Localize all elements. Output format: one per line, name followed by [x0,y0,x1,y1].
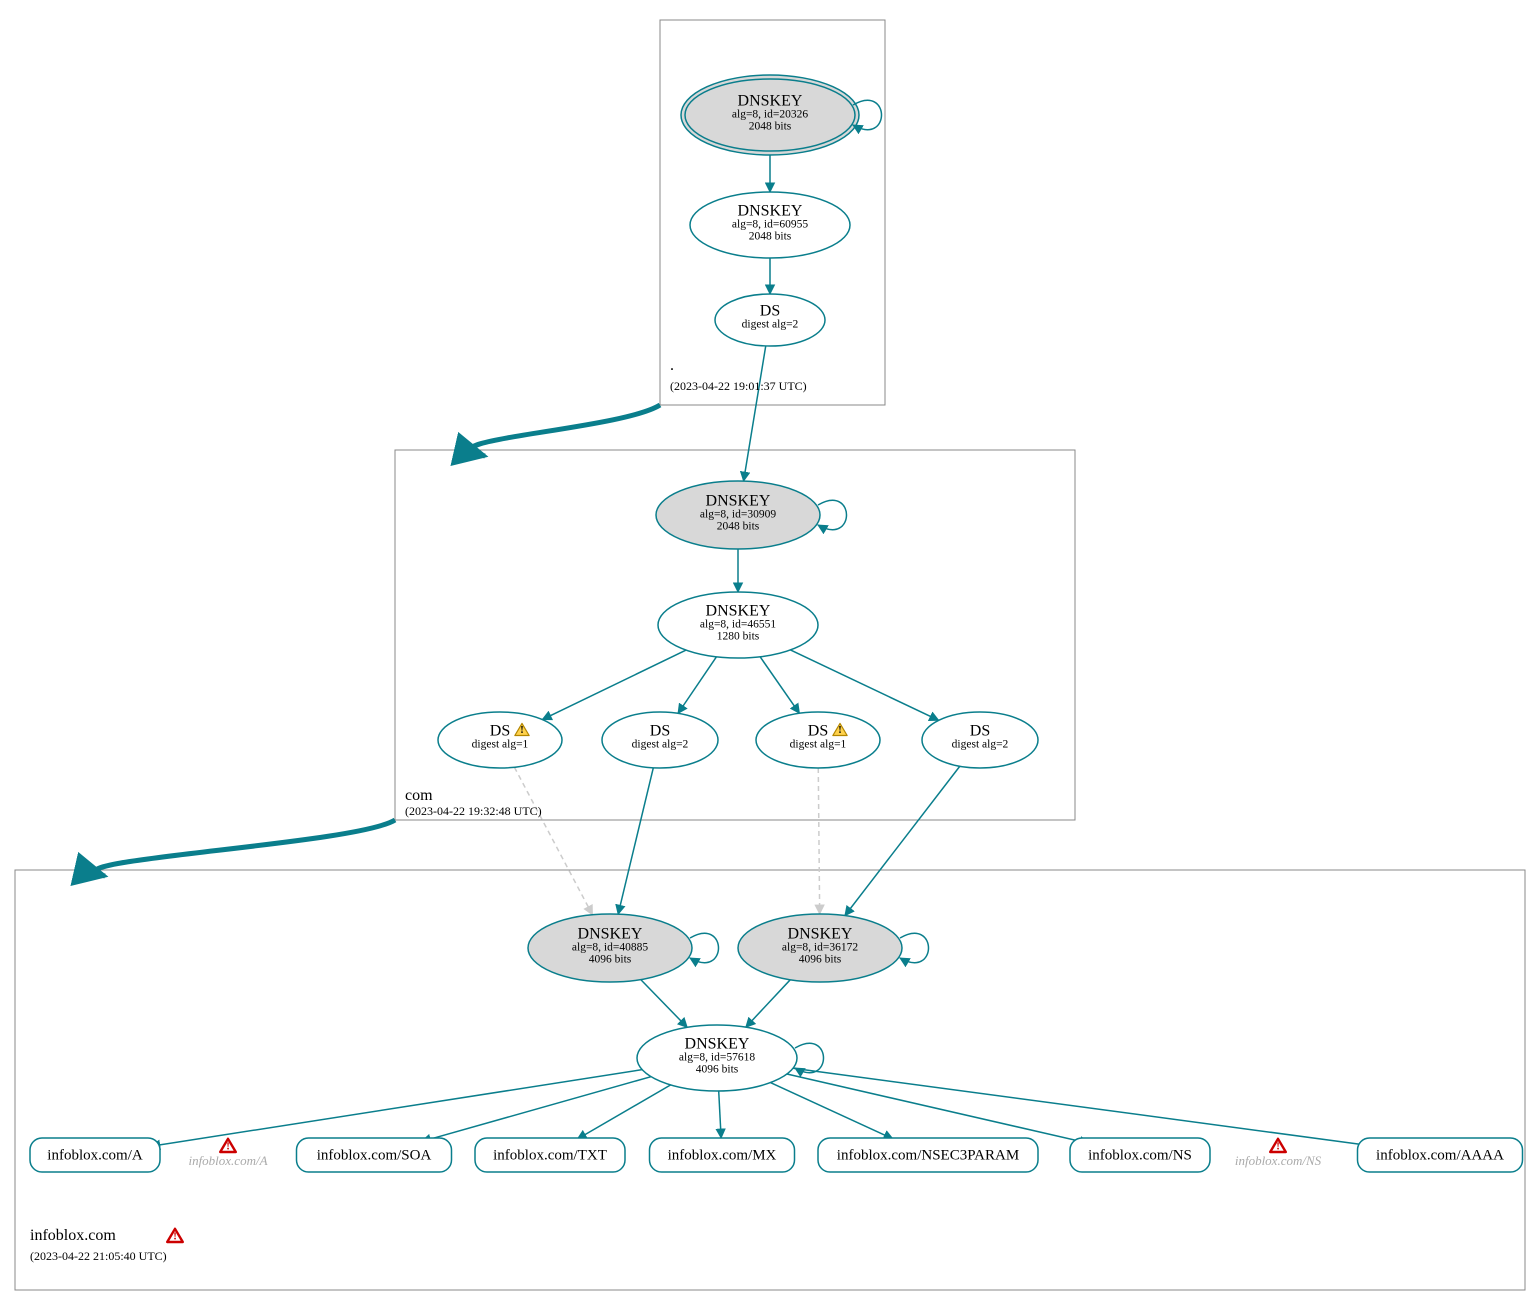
delegation-arrow-com-infoblox [95,820,395,876]
node-ib_ksk2: DNSKEYalg=8, id=361724096 bits [738,914,929,982]
node-title-com_ds4: DS [970,723,990,740]
node-title-ib_zsk: DNSKEY [685,1036,750,1053]
node-com_ds3: DSdigest alg=1! [756,712,880,768]
node-title-com_ksk: DNSKEY [706,493,771,510]
node-ib_ksk1: DNSKEYalg=8, id=408854096 bits [528,914,719,982]
svg-text:!: ! [520,725,523,736]
node-sub-com_ksk-0: alg=8, id=30909 [700,509,776,521]
rrset-label-rr_ns: infoblox.com/NS [1088,1147,1192,1163]
node-ib_zsk: DNSKEYalg=8, id=576184096 bits [637,1025,824,1091]
zone-timestamp-infoblox: (2023-04-22 21:05:40 UTC) [30,1249,167,1263]
warning-rrset-wl_ns: !infoblox.com/NS [1235,1139,1322,1168]
svg-text:!: ! [1276,1140,1280,1152]
zone-label-root: . [670,357,674,374]
node-root_zsk: DNSKEYalg=8, id=609552048 bits [690,192,850,258]
node-sub-root_zsk-0: alg=8, id=60955 [732,219,808,231]
node-sub-root_ds-0: digest alg=2 [742,319,799,331]
edge-ib_zsk-rr_nsec [770,1083,893,1139]
edge-com_ds4-ib_ksk2 [845,766,960,915]
node-title-com_zsk: DNSKEY [706,603,771,620]
edge-root_ds-com_ksk [744,346,766,481]
edge-com_ds1-ib_ksk1 [514,767,592,915]
self-loop-ib_ksk2 [900,933,929,962]
delegation-arrow-root-com [471,405,660,456]
zone-timestamp-root: (2023-04-22 19:01:37 UTC) [670,379,807,393]
node-sub-com_zsk-0: alg=8, id=46551 [700,619,776,631]
warning-rrset-wl_a: !infoblox.com/A [188,1139,267,1168]
rrset-label-rr_mx: infoblox.com/MX [668,1147,777,1163]
rrset-rr_nsec: infoblox.com/NSEC3PARAM [818,1138,1038,1172]
node-sub-ib_zsk-1: 4096 bits [696,1064,739,1076]
node-sub-ib_ksk2-0: alg=8, id=36172 [782,942,858,954]
edge-ib_zsk-rr_a [151,1070,642,1147]
node-root_ksk: DNSKEYalg=8, id=203262048 bits [681,75,882,155]
self-loop-ib_ksk1 [690,933,719,962]
node-com_ksk: DNSKEYalg=8, id=309092048 bits [656,481,847,549]
edge-com_zsk-com_ds1 [542,650,686,719]
rrset-rr_ns: infoblox.com/NS [1070,1138,1210,1172]
node-sub-com_ds3-0: digest alg=1 [790,739,847,751]
edge-ib_ksk1-ib_zsk [641,980,688,1028]
node-sub-ib_ksk1-1: 4096 bits [589,954,632,966]
rrset-label-rr_a: infoblox.com/A [47,1147,143,1163]
node-sub-com_ds4-0: digest alg=2 [952,739,1009,751]
node-com_ds1: DSdigest alg=1! [438,712,562,768]
edge-ib_zsk-rr_mx [719,1091,721,1138]
svg-text:!: ! [226,1140,230,1152]
rrset-label-rr_soa: infoblox.com/SOA [317,1147,432,1163]
node-title-com_ds2: DS [650,723,670,740]
rrset-rr_mx: infoblox.com/MX [650,1138,795,1172]
node-sub-com_zsk-1: 1280 bits [717,631,760,643]
zone-label-com: com [405,787,433,804]
self-loop-ib_zsk [795,1043,824,1072]
node-sub-ib_ksk2-1: 4096 bits [799,954,842,966]
node-title-root_ds: DS [760,303,780,320]
node-com_zsk: DNSKEYalg=8, id=465511280 bits [658,592,818,658]
node-title-ib_ksk1: DNSKEY [578,926,643,943]
error-icon: ! [167,1229,183,1243]
edge-com_zsk-com_ds4 [790,650,938,720]
zone-label-infoblox: infoblox.com [30,1227,116,1244]
node-title-root_zsk: DNSKEY [738,203,803,220]
rrset-label-rr_aaaa: infoblox.com/AAAA [1376,1147,1504,1163]
edge-com_zsk-com_ds3 [760,657,799,714]
node-sub-com_ds2-0: digest alg=2 [632,739,689,751]
node-title-ib_ksk2: DNSKEY [788,926,853,943]
edge-com_ds3-ib_ksk2 [818,768,819,914]
edge-com_zsk-com_ds2 [678,657,716,714]
rrset-rr_soa: infoblox.com/SOA [297,1138,452,1172]
rrset-label-rr_txt: infoblox.com/TXT [493,1147,607,1163]
node-sub-root_ksk-0: alg=8, id=20326 [732,109,808,121]
node-sub-ib_ksk1-0: alg=8, id=40885 [572,942,648,954]
edge-ib_ksk2-ib_zsk [746,980,790,1028]
node-sub-root_ksk-1: 2048 bits [749,121,792,133]
rrset-label-rr_nsec: infoblox.com/NSEC3PARAM [837,1147,1019,1163]
edge-com_ds2-ib_ksk1 [618,768,653,914]
rrset-rr_txt: infoblox.com/TXT [475,1138,625,1172]
rrset-rr_a: infoblox.com/A [30,1138,160,1172]
node-title-root_ksk: DNSKEY [738,93,803,110]
svg-text:!: ! [838,725,841,736]
node-sub-com_ksk-1: 2048 bits [717,521,760,533]
dnssec-diagram: DNSKEYalg=8, id=203262048 bitsDNSKEYalg=… [0,0,1539,1303]
node-title-com_ds3: DS [808,723,828,740]
node-title-com_ds1: DS [490,723,510,740]
node-sub-ib_zsk-0: alg=8, id=57618 [679,1052,755,1064]
node-com_ds2: DSdigest alg=2 [602,712,718,768]
svg-text:!: ! [173,1230,177,1242]
node-com_ds4: DSdigest alg=2 [922,712,1038,768]
warning-rrset-label-wl_ns: infoblox.com/NS [1235,1153,1322,1168]
edge-ib_zsk-rr_aaaa [793,1068,1371,1146]
zone-timestamp-com: (2023-04-22 19:32:48 UTC) [405,804,542,818]
node-sub-root_zsk-1: 2048 bits [749,231,792,243]
node-root_ds: DSdigest alg=2 [715,294,825,346]
warning-rrset-label-wl_a: infoblox.com/A [188,1153,267,1168]
rrset-rr_aaaa: infoblox.com/AAAA [1358,1138,1523,1172]
edge-ib_zsk-rr_ns [787,1074,1089,1143]
node-sub-com_ds1-0: digest alg=1 [472,739,529,751]
self-loop-com_ksk [818,500,847,529]
